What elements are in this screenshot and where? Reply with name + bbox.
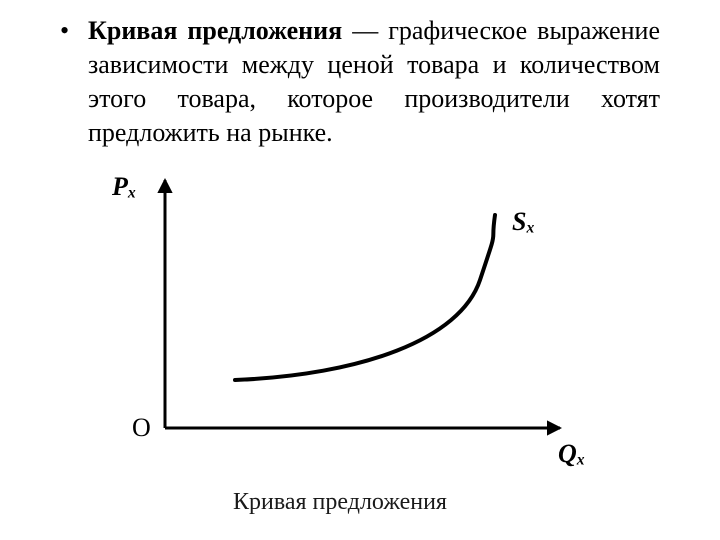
supply-curve-chart: Pₓ Qₓ Sₓ О [60, 160, 620, 490]
bullet-paragraph: • Кривая предложения — графическое выраж… [60, 14, 660, 150]
svg-text:О: О [132, 413, 151, 442]
bullet-glyph: • [60, 14, 88, 48]
definition-term: Кривая предложения [88, 16, 342, 45]
svg-text:Qₓ: Qₓ [558, 439, 586, 468]
slide: • Кривая предложения — графическое выраж… [0, 0, 720, 540]
svg-text:Sₓ: Sₓ [512, 207, 535, 236]
supply-curve-figure: Pₓ Qₓ Sₓ О Кривая предложения [60, 160, 620, 520]
definition-text: Кривая предложения — графическое выражен… [88, 14, 660, 150]
figure-caption: Кривая предложения [60, 489, 620, 516]
svg-text:Pₓ: Pₓ [111, 172, 137, 201]
